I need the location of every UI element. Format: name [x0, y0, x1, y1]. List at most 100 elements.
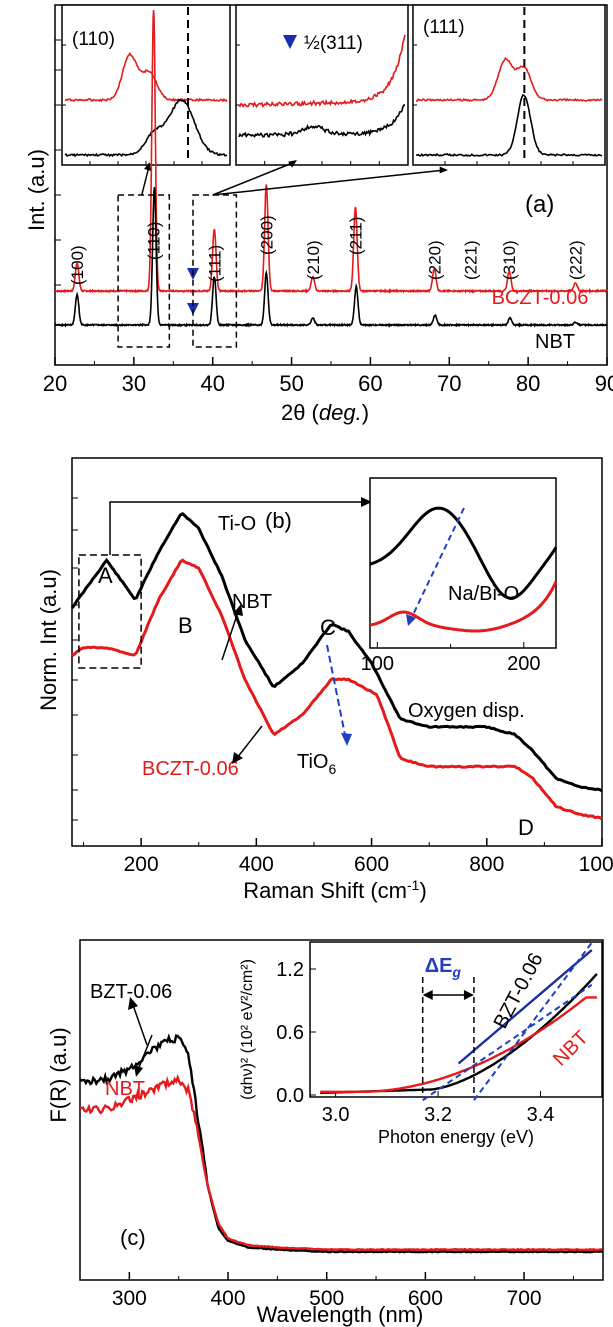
inset-curve-bczt [369, 581, 558, 633]
x-tick-label: 50 [279, 371, 303, 396]
nbt-pointer [221, 611, 239, 661]
bzt-pointer-head [128, 997, 138, 1010]
peak-label: (310) [500, 240, 519, 280]
x-tick-label: 400 [210, 1287, 245, 1310]
connector-line [109, 501, 362, 555]
panel-a-xrd: (110) ½(311) (111) 20 30 40 50 60 70 80 90 BCZT-0.… [24, 4, 613, 425]
series-line-bzt-0.06 [79, 1033, 604, 1254]
inset-y-tick-label: 0.0 [276, 1085, 304, 1107]
x-tick-label: 20 [43, 371, 67, 396]
x-tick-label: 300 [112, 1287, 147, 1310]
peak-label: (221) [462, 240, 481, 280]
panel-b-ylabel: Norm. Int (a.u) [36, 569, 61, 711]
series-line-nbt [80, 1074, 603, 1252]
panel-c-plot: 300 400 500 600 700 BZT-0.06 NBT 3.0 3.2 3.4 0.0 0.… [79, 941, 604, 1310]
annotation-b: B [178, 613, 193, 638]
peak-label: (210) [304, 240, 323, 280]
series-line-bczt-0.06 [54, 9, 608, 295]
x-tick-label: 800 [469, 853, 504, 876]
x-tick-label: 40 [200, 371, 224, 396]
nbt-pointer [137, 1034, 153, 1071]
x-tick-label: 30 [122, 371, 146, 396]
panel-a-insets: (110) ½(311) (111) [61, 4, 606, 166]
inset-guide-arrow [406, 614, 416, 626]
peak-label: (100) [68, 245, 87, 285]
panel-c-label: (c) [120, 1225, 146, 1250]
panel-a-plot: 20 30 40 50 60 70 80 90 BCZT-0.06 NBT (100) (110) (1… [43, 9, 613, 396]
nbt-pointer-head [134, 1065, 143, 1077]
annotation-a: A [98, 563, 113, 588]
inset-curve-1-1 [238, 104, 406, 139]
delta-eg-arrow-right [463, 990, 474, 1000]
x-tick-label: 500 [309, 1287, 344, 1310]
inset-ylabel: (αhν)² (10² eV²/cm²) [239, 959, 256, 1100]
series-label-nbt: NBT [105, 1078, 145, 1100]
inset-tangent-bzt [473, 942, 593, 1101]
inset-curve-2-1 [415, 93, 603, 157]
arrow-line-111 [212, 169, 446, 196]
delta-eg-arrow-left [422, 990, 433, 1000]
annotation-bczt: BCZT-0.06 [142, 758, 239, 780]
inset-x-tick-label: 100 [361, 653, 394, 675]
inset-frame-1 [235, 4, 409, 166]
inset-x-tick-label: 3.4 [527, 1104, 555, 1126]
x-tick-label: 600 [408, 1287, 443, 1310]
inset-guide-line [409, 507, 465, 622]
inset-curve-nbt [320, 996, 597, 1093]
panel-b-xlabel: Raman Shift (cm-1) [243, 877, 427, 903]
series-label-nbt: NBT [535, 331, 575, 353]
inset-x-tick-label: 3.2 [424, 1104, 452, 1126]
x-tick-label: 600 [354, 853, 389, 876]
x-tick-label: 400 [239, 853, 274, 876]
peak-label: (211) [346, 217, 365, 255]
annotation-ti-o: Ti-O [218, 513, 256, 535]
inset-curve-0-0 [64, 51, 228, 103]
peak-label: (110) [145, 222, 164, 260]
inset-frame-0 [61, 4, 231, 166]
annotation-nbt: NBT [232, 591, 272, 613]
inset-y-tick-label: 0.6 [276, 1022, 304, 1044]
x-tick-label: 90 [595, 371, 613, 396]
connector-arrow [361, 497, 372, 507]
series-line-nbt [70, 512, 603, 793]
panel-a-ylabel: Int. (a.u) [24, 149, 49, 231]
panel-a-label: (a) [525, 191, 554, 218]
inset-frame [309, 941, 603, 1098]
peak-label: (200) [257, 215, 276, 255]
delta-eg-label: ΔEg [425, 955, 462, 980]
panel-b-frame [71, 457, 603, 847]
panel-b-plot: 200 400 600 800 1000 100 200 Na/Bi-O A Ti-O B NBT C O… [70, 477, 613, 876]
inset-x-tick-label: 200 [507, 653, 540, 675]
guide-arrow-c [341, 733, 352, 746]
panel-b-raman: 200 400 600 800 1000 100 200 Na/Bi-O A Ti-O B NBT C O… [36, 457, 613, 903]
arrow-head-half-311 [288, 160, 297, 168]
half-311-marker-nbt [187, 303, 199, 315]
inset-curve-nbt [369, 506, 558, 600]
arrow-head-110 [144, 162, 151, 171]
panel-c-frame [79, 939, 604, 1281]
inset-curve-1-0 [238, 34, 406, 109]
annotation-d: D [518, 815, 534, 840]
inset-y-tick-label: 1.2 [276, 959, 304, 981]
inset-curve-0-1 [64, 99, 228, 158]
annotation-c: C [320, 615, 336, 640]
inset-annotation: Na/Bi-O [448, 583, 519, 605]
panel-b-label: (b) [265, 508, 292, 533]
series-line-nbt [54, 187, 608, 328]
annotation-oxygen-disp: Oxygen disp. [408, 700, 525, 722]
panel-c-xlabel: Wavelength (nm) [257, 1302, 424, 1327]
inset-xlabel: Photon energy (eV) [378, 1127, 534, 1147]
inset-fit-overlay [457, 949, 593, 1065]
peak-label: (222) [566, 240, 585, 280]
inset-frame [369, 477, 557, 649]
inset-x-tick-label: 3.0 [322, 1104, 350, 1126]
inset-marker [283, 35, 297, 49]
bczt-pointer-head [232, 752, 243, 764]
inset-tangent-nbt [422, 983, 593, 1102]
peak-label: (220) [425, 240, 444, 280]
panel-a-xlabel: 2θ (deg.) [281, 400, 369, 425]
x-tick-label: 70 [437, 371, 461, 396]
panel-c-ylabel: F(R) (a.u) [46, 1027, 71, 1122]
inset-label: (110) [72, 29, 115, 50]
